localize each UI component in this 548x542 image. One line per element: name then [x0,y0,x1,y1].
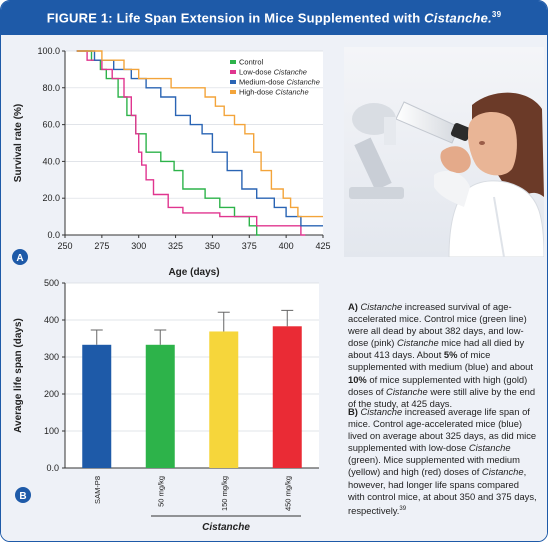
y-tick-label: 20.0 [42,193,60,203]
y-tick-label: 200 [44,389,59,399]
x-axis-label: Age (days) [168,267,219,278]
y-axis-label: Survival rate (%) [13,104,24,182]
category-label: 150 mg/kg [220,476,229,511]
y-tick-label: 80.0 [42,83,60,93]
legend-swatch [230,60,236,64]
y-tick-label: 60.0 [42,120,60,130]
bar-3 [209,331,239,468]
legend-swatch [230,70,236,74]
legend-label: Medium-dose Cistanche [239,78,320,87]
lifespan-bar-chart: 0.0 100 200 300 400 500 SAM-P8 50 mg/kg 150 mg/… [13,278,319,533]
legend-swatch [230,80,236,84]
y-tick-label: 0.0 [46,463,59,473]
legend-label: Low-dose Cistanche [239,68,307,77]
x-tick-label: 400 [279,241,294,251]
y-axis-label: Average life span (days) [13,318,24,433]
series-line-medium-dose [76,50,323,227]
x-tick-label: 375 [242,241,257,251]
category-label: 50 mg/kg [156,476,165,507]
plot-area [65,51,323,235]
figure-header: FIGURE 1: Life Span Extension in Mice Su… [1,1,547,35]
y-tick-label: 100 [44,426,59,436]
legend-label: High-dose Cistanche [239,88,309,97]
caption-a: A) Cistanche increased survival of age-a… [348,301,536,409]
bar-1 [82,344,112,468]
bar-2 [145,344,175,468]
y-tick-label: 400 [44,315,59,325]
survival-chart: 0.0 20.0 40.0 60.0 80.0 100.0 250 275 300 325 350 3… [12,46,331,278]
series-line-control [76,50,260,236]
y-tick-label: 300 [44,352,59,362]
cistanche-group-label: Cistanche [202,522,250,533]
y-tick-label: 40.0 [42,156,60,166]
x-tick-label: 275 [94,241,109,251]
series-line-high-dose [76,50,323,218]
x-tick-label: 250 [57,241,72,251]
panel-a-badge [12,249,28,265]
y-tick-label: 0.0 [47,230,60,240]
caption-b: B) Cistanche increased average life span… [348,406,537,516]
legend-label: Control [239,58,264,67]
bar-4 [272,326,302,468]
x-tick-label: 300 [131,241,146,251]
x-tick-label: 325 [168,241,183,251]
category-label: SAM-P8 [93,476,102,504]
y-tick-label: 500 [44,278,59,288]
y-tick-label: 100.0 [37,46,60,56]
category-label: 450 mg/kg [283,476,292,511]
x-tick-label: 425 [315,241,330,251]
panel-a-badge-label: A [16,253,23,264]
x-tick-label: 350 [205,241,220,251]
panel-b-badge [15,487,31,503]
scientist-microscope-illustration [344,47,544,257]
legend-swatch [230,90,236,94]
figure-title: FIGURE 1: Life Span Extension in Mice Su… [46,10,502,26]
panel-b-badge-label: B [19,491,26,502]
series-line-low-dose [76,50,306,236]
